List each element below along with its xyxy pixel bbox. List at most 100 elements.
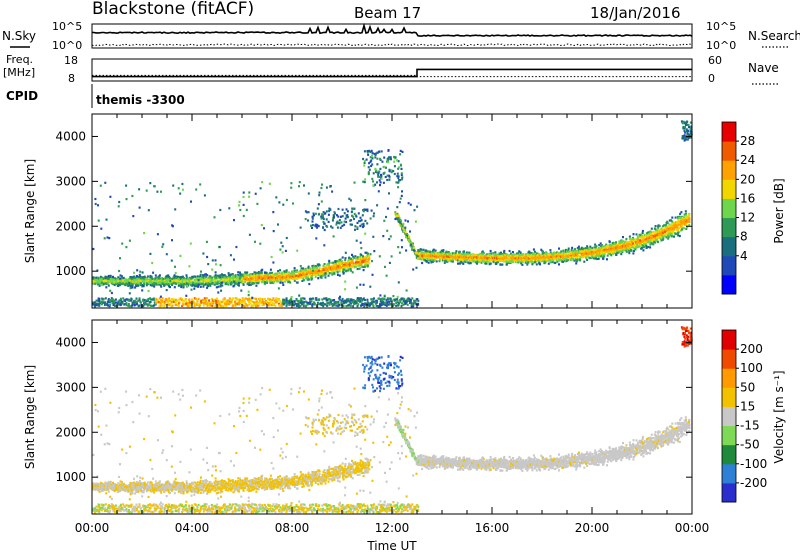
- echo-cell: [269, 268, 272, 271]
- echo-cell: [359, 299, 362, 302]
- echo-cell: [620, 241, 622, 244]
- echo-cell: [655, 231, 658, 234]
- echo-cell: [121, 277, 123, 280]
- echo-cell: [101, 300, 104, 303]
- echo-cell: [340, 262, 343, 265]
- echo-cell: [249, 302, 252, 305]
- echo-cell: [302, 279, 305, 282]
- echo-cell: [276, 280, 279, 283]
- echo-cell: [154, 274, 157, 277]
- echo-cell: [505, 253, 508, 256]
- echo-cell: [279, 300, 282, 303]
- echo-cell: [253, 275, 256, 278]
- echo-cell: [98, 277, 100, 280]
- echo-cell: [565, 257, 568, 261]
- echo-cell: [508, 249, 511, 253]
- echo-cell: [106, 277, 109, 280]
- echo-cell: [471, 257, 474, 261]
- echo-cell: [522, 253, 525, 256]
- echo-cell: [362, 255, 364, 258]
- echo-cell: [193, 287, 196, 290]
- echo-cell: [192, 300, 195, 303]
- echo-cell: [352, 264, 354, 267]
- echo-cell: [542, 259, 544, 263]
- echo-cell: [258, 299, 261, 302]
- echo-cell: [180, 299, 183, 302]
- echo-cell: [236, 276, 238, 279]
- echo-cell: [596, 257, 599, 261]
- echo-cell: [223, 274, 226, 277]
- echo-cell: [294, 302, 297, 305]
- echo-cell: [489, 253, 492, 256]
- echo-cell: [215, 302, 218, 305]
- echo-cell: [605, 247, 608, 250]
- echo-cell: [143, 280, 146, 283]
- echo-cell: [351, 261, 354, 264]
- echo-cell: [341, 262, 344, 265]
- echo-cell: [161, 300, 164, 303]
- echo-cell: [232, 285, 235, 288]
- echo-cell: [363, 305, 366, 308]
- echo-cell: [255, 300, 258, 303]
- echo-cell: [482, 253, 484, 256]
- echo-cell: [630, 249, 633, 252]
- echo-cell: [580, 247, 583, 250]
- echo-cell: [173, 274, 176, 277]
- echo-cell: [489, 249, 492, 253]
- echo-cell: [542, 250, 545, 253]
- echo-cell: [242, 273, 245, 276]
- echo-cell: [340, 260, 343, 263]
- echo-cell: [365, 260, 368, 264]
- echo-cell: [98, 298, 101, 301]
- echo-cell: [593, 254, 595, 257]
- echo-cell: [292, 302, 294, 305]
- noise-left-tick-top: 10^5: [52, 20, 82, 33]
- echo-cell: [574, 250, 577, 253]
- echo-cell: [182, 277, 185, 280]
- echo-cell: [417, 255, 420, 258]
- echo-cell: [364, 298, 366, 302]
- echo-cell: [586, 258, 589, 261]
- echo-cell: [503, 249, 506, 253]
- echo-cell: [609, 251, 612, 254]
- echo-cell: [628, 235, 631, 238]
- echo-cell: [234, 274, 237, 277]
- echo-cell: [656, 236, 658, 239]
- echo-cell: [162, 277, 165, 281]
- echo-cell: [632, 233, 635, 236]
- echo-cell: [205, 275, 207, 278]
- echo-cell: [595, 251, 598, 255]
- echo-cell: [266, 275, 269, 278]
- echo-cell: [460, 253, 463, 256]
- echo-cell: [145, 280, 148, 283]
- echo-cell: [468, 251, 471, 254]
- echo-cell: [216, 278, 219, 281]
- echo-cell: [145, 278, 148, 281]
- echo-cell: [552, 259, 555, 262]
- echo-cell: [583, 260, 586, 263]
- echo-cell: [489, 262, 492, 265]
- echo-cell: [649, 231, 652, 234]
- echo-cell: [463, 250, 465, 253]
- echo-cell: [113, 280, 116, 283]
- echo-cell: [480, 256, 483, 259]
- echo-cell: [281, 274, 284, 277]
- echo-cell: [419, 249, 421, 252]
- nave-right-tick-bottom: 0: [708, 72, 715, 85]
- echo-cell: [447, 258, 450, 261]
- echo-cell: [225, 303, 228, 306]
- echo-cell: [260, 301, 263, 304]
- echo-cell: [258, 271, 261, 274]
- echo-cell: [431, 252, 434, 255]
- echo-cell: [172, 280, 175, 283]
- echo-cell: [225, 301, 228, 304]
- echo-cell: [350, 298, 353, 301]
- echo-cell: [155, 301, 158, 304]
- echo-cell: [534, 255, 537, 258]
- echo-cell: [279, 280, 282, 283]
- echo-cell: [537, 260, 540, 263]
- echo-cell: [534, 258, 537, 261]
- echo-cell: [115, 280, 118, 284]
- frequency-line: [92, 68, 692, 78]
- echo-cell: [630, 243, 633, 246]
